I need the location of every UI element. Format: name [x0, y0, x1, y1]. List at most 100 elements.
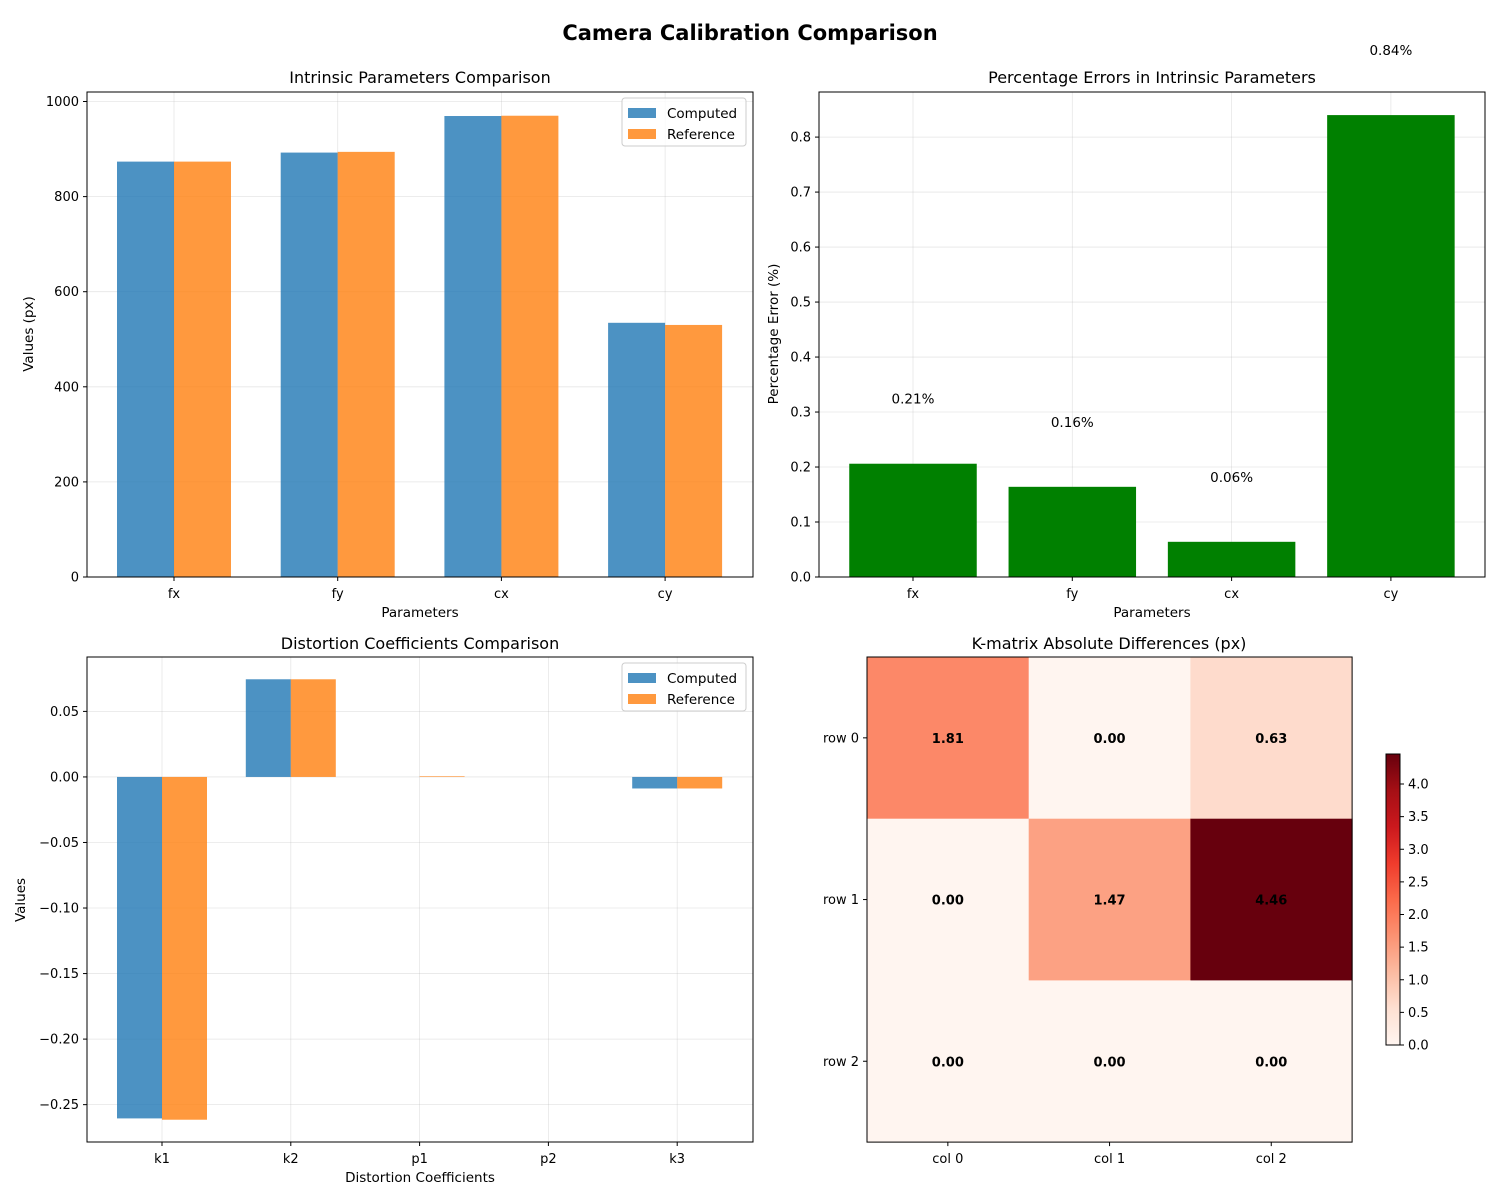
y-tick-label: 400 [54, 380, 79, 395]
intrinsic-comparison-chart: Intrinsic Parameters Comparison Paramete… [21, 68, 754, 621]
heatmap-title: K-matrix Absolute Differences (px) [972, 634, 1247, 653]
x-tick-label: k2 [283, 1152, 299, 1167]
y-tick-label: 0.3 [790, 406, 811, 421]
heatmap-cell-label: 0.00 [1094, 732, 1126, 747]
legend-swatch-reference [628, 129, 656, 139]
colorbar-frame [1385, 753, 1401, 1046]
y-tick-label: 200 [54, 475, 79, 490]
plot-frame [818, 91, 1486, 578]
y-tick-label: −0.05 [39, 836, 79, 851]
heatmap-row-label: row 1 [823, 893, 859, 908]
y-tick-label: 600 [54, 285, 79, 300]
x-tick-label: k1 [154, 1152, 170, 1167]
data-label-cx: 0.06% [1210, 470, 1253, 486]
heatmap-cell-label: 4.46 [1255, 894, 1287, 909]
y-tick-label: 0 [71, 571, 79, 586]
y-tick-label: 0.05 [50, 705, 79, 720]
bar-cx [1167, 541, 1296, 577]
legend: Computed Reference [621, 662, 747, 712]
legend-swatch-reference [628, 694, 656, 704]
x-tick-label: cx [494, 587, 509, 602]
bar-reference-k3 [677, 776, 723, 789]
x-tick-label: cx [1224, 587, 1239, 602]
y-tick-label: 800 [54, 190, 79, 205]
kmatrix-heatmap: K-matrix Absolute Differences (px) 1.81 0… [823, 634, 1429, 1167]
x-tick-label: cy [658, 587, 673, 602]
heatmap-cell-r2c2 [1190, 980, 1353, 1143]
bar-fx [849, 463, 977, 577]
bar-computed-cy [608, 322, 666, 577]
y-tick-label: 0.8 [790, 131, 811, 146]
y-tick-label: −0.10 [39, 902, 79, 917]
intrinsic-x-axis-label: Parameters [381, 605, 458, 621]
bar-computed-k1 [117, 776, 162, 1119]
bar-fy [1008, 486, 1137, 577]
heatmap-cell-r0c2 [1190, 657, 1353, 820]
bar-reference-k2 [290, 679, 336, 777]
heatmap-cell-label: 0.63 [1255, 732, 1287, 747]
colorbar-tick-label: 1.5 [1408, 941, 1429, 956]
bar-computed-k3 [632, 776, 678, 789]
heatmap-cell-label: 1.81 [932, 732, 964, 747]
heatmap-cell-label: 0.00 [932, 894, 964, 909]
heatmap-cell-r2c0 [867, 980, 1030, 1143]
bar-reference-fx [174, 161, 231, 578]
y-tick-label: −0.25 [39, 1098, 79, 1113]
intrinsic-chart-title: Intrinsic Parameters Comparison [289, 68, 550, 87]
x-tick-label: fx [168, 587, 181, 602]
bar-computed-cx [444, 116, 502, 577]
heatmap-cell-label: 0.00 [1094, 1055, 1126, 1070]
heatmap-col-label: col 0 [932, 1152, 963, 1167]
colorbar-tick-label: 0.0 [1408, 1039, 1429, 1054]
legend-label-computed: Computed [667, 106, 737, 122]
colorbar-tick-label: 2.0 [1408, 908, 1429, 923]
legend-label-reference: Reference [667, 692, 735, 708]
colorbar-fill [1386, 754, 1400, 1045]
y-tick-label: 1000 [46, 95, 79, 110]
colorbar-tick-label: 4.0 [1408, 778, 1429, 793]
distortion-comparison-chart: Distortion Coefficients Comparison Disto… [13, 634, 754, 1186]
bar-reference-p1 [419, 776, 465, 777]
error-x-axis-label: Parameters [1113, 605, 1190, 621]
y-tick-label: 0.5 [790, 296, 811, 311]
heatmap-cell-r0c0 [867, 657, 1030, 820]
distortion-y-axis-label: Values [13, 878, 29, 922]
y-tick-label: 0.4 [790, 351, 811, 366]
bar-computed-fx [117, 161, 174, 578]
bar-cy [1327, 115, 1455, 577]
heatmap-row-label: row 0 [823, 731, 859, 746]
colorbar-tick-label: 3.0 [1408, 843, 1429, 858]
bar-reference-k1 [162, 776, 207, 1120]
figure-title: Camera Calibration Comparison [562, 21, 937, 45]
colorbar-tick-label: 1.0 [1408, 973, 1429, 988]
x-tick-label: fx [907, 587, 920, 602]
legend-swatch-computed [628, 108, 656, 118]
error-y-axis-label: Percentage Error (%) [766, 264, 782, 405]
x-tick-label: fy [1066, 587, 1078, 602]
heatmap-cell-r1c1 [1028, 818, 1191, 981]
x-tick-label: cy [1383, 587, 1398, 602]
heatmap-cell-r0c1 [1028, 657, 1191, 820]
bar-computed-fy [280, 152, 338, 577]
data-label-cy: 0.84% [1369, 43, 1412, 59]
heatmap-cell-r1c2 [1190, 818, 1353, 981]
data-label-fy: 0.16% [1051, 415, 1094, 431]
heatmap-cell-r1c0 [867, 818, 1030, 981]
colorbar-tick-label: 0.5 [1408, 1006, 1429, 1021]
y-tick-label: −0.15 [39, 967, 79, 982]
error-chart-title: Percentage Errors in Intrinsic Parameter… [988, 68, 1316, 87]
x-tick-label: k3 [669, 1152, 685, 1167]
percentage-error-chart: Percentage Errors in Intrinsic Parameter… [766, 43, 1486, 621]
bar-computed-k2 [245, 679, 291, 777]
y-tick-label: 0.0 [790, 571, 811, 586]
y-tick-label: 0.00 [50, 770, 79, 785]
distortion-x-axis-label: Distortion Coefficients [345, 1170, 495, 1186]
legend-label-reference: Reference [667, 127, 735, 143]
y-tick-label: 0.2 [790, 461, 811, 476]
y-tick-label: 0.6 [790, 241, 811, 256]
x-tick-label: p1 [411, 1152, 428, 1167]
distortion-chart-title: Distortion Coefficients Comparison [281, 634, 559, 653]
y-tick-label: 0.7 [790, 186, 811, 201]
legend-swatch-computed [628, 673, 656, 683]
